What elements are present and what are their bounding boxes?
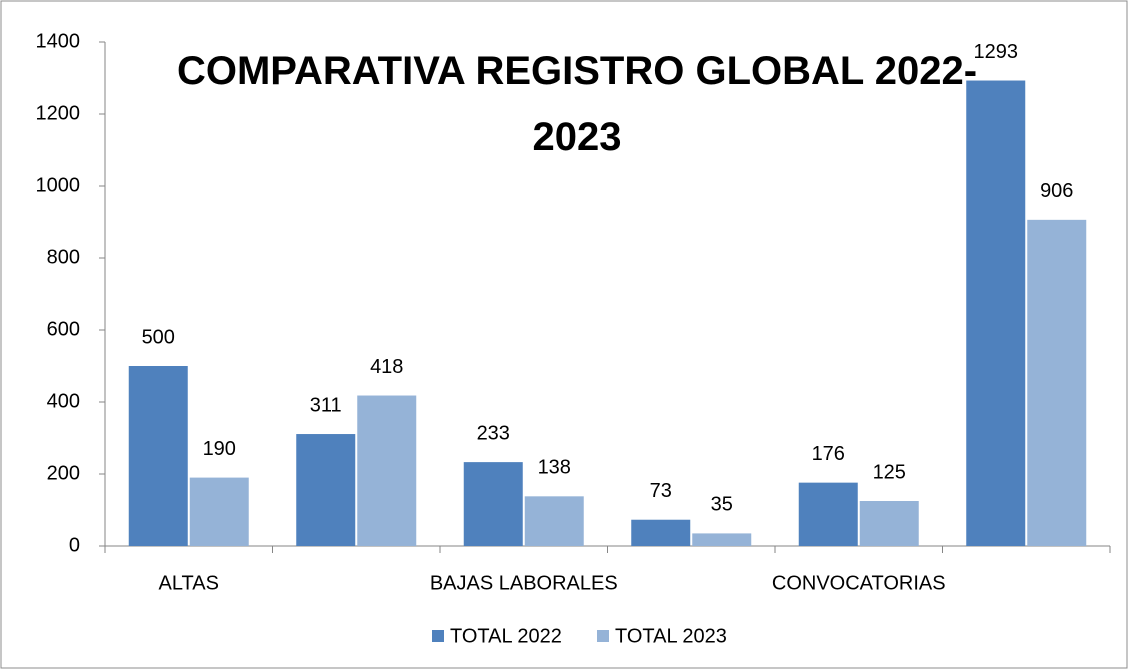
value-label: 311 — [310, 394, 342, 416]
value-label: 190 — [203, 438, 236, 460]
y-tick-label: 1400 — [36, 30, 81, 52]
value-label: 35 — [711, 494, 733, 516]
bar — [798, 482, 858, 546]
bar — [692, 533, 752, 546]
value-label: 233 — [477, 422, 510, 444]
y-tick-label: 0 — [69, 534, 80, 556]
bar — [357, 395, 417, 546]
bar — [189, 477, 249, 546]
x-tick-label: ALTAS — [159, 572, 219, 594]
bar — [296, 434, 356, 546]
y-tick-label: 800 — [47, 246, 80, 268]
x-tick-label: CONVOCATORIAS — [772, 572, 946, 594]
value-label: 73 — [650, 480, 672, 502]
y-tick-label: 600 — [47, 318, 80, 340]
legend-label: TOTAL 2022 — [450, 625, 562, 647]
value-label: 906 — [1040, 180, 1073, 202]
bar — [463, 462, 523, 546]
bar — [128, 366, 188, 546]
bar — [1027, 219, 1087, 546]
y-tick-label: 200 — [47, 462, 80, 484]
y-tick-label: 1000 — [36, 174, 81, 196]
value-label: 138 — [538, 457, 571, 479]
value-label: 418 — [370, 356, 403, 378]
legend-swatch — [597, 630, 609, 642]
value-label: 176 — [812, 443, 845, 465]
bar — [631, 519, 691, 546]
y-tick-label: 400 — [47, 390, 80, 412]
legend-swatch — [432, 630, 444, 642]
legend-label: TOTAL 2023 — [615, 625, 727, 647]
bar — [859, 501, 919, 546]
bar — [524, 496, 584, 546]
y-tick-label: 1200 — [36, 102, 81, 124]
value-label: 125 — [873, 461, 906, 483]
x-tick-label: BAJAS LABORALES — [430, 572, 618, 594]
chart-title: COMPARATIVA REGISTRO GLOBAL 2022-2023 — [176, 49, 978, 159]
value-label: 1293 — [974, 41, 1019, 63]
bar — [966, 80, 1026, 547]
value-label: 500 — [142, 326, 175, 348]
